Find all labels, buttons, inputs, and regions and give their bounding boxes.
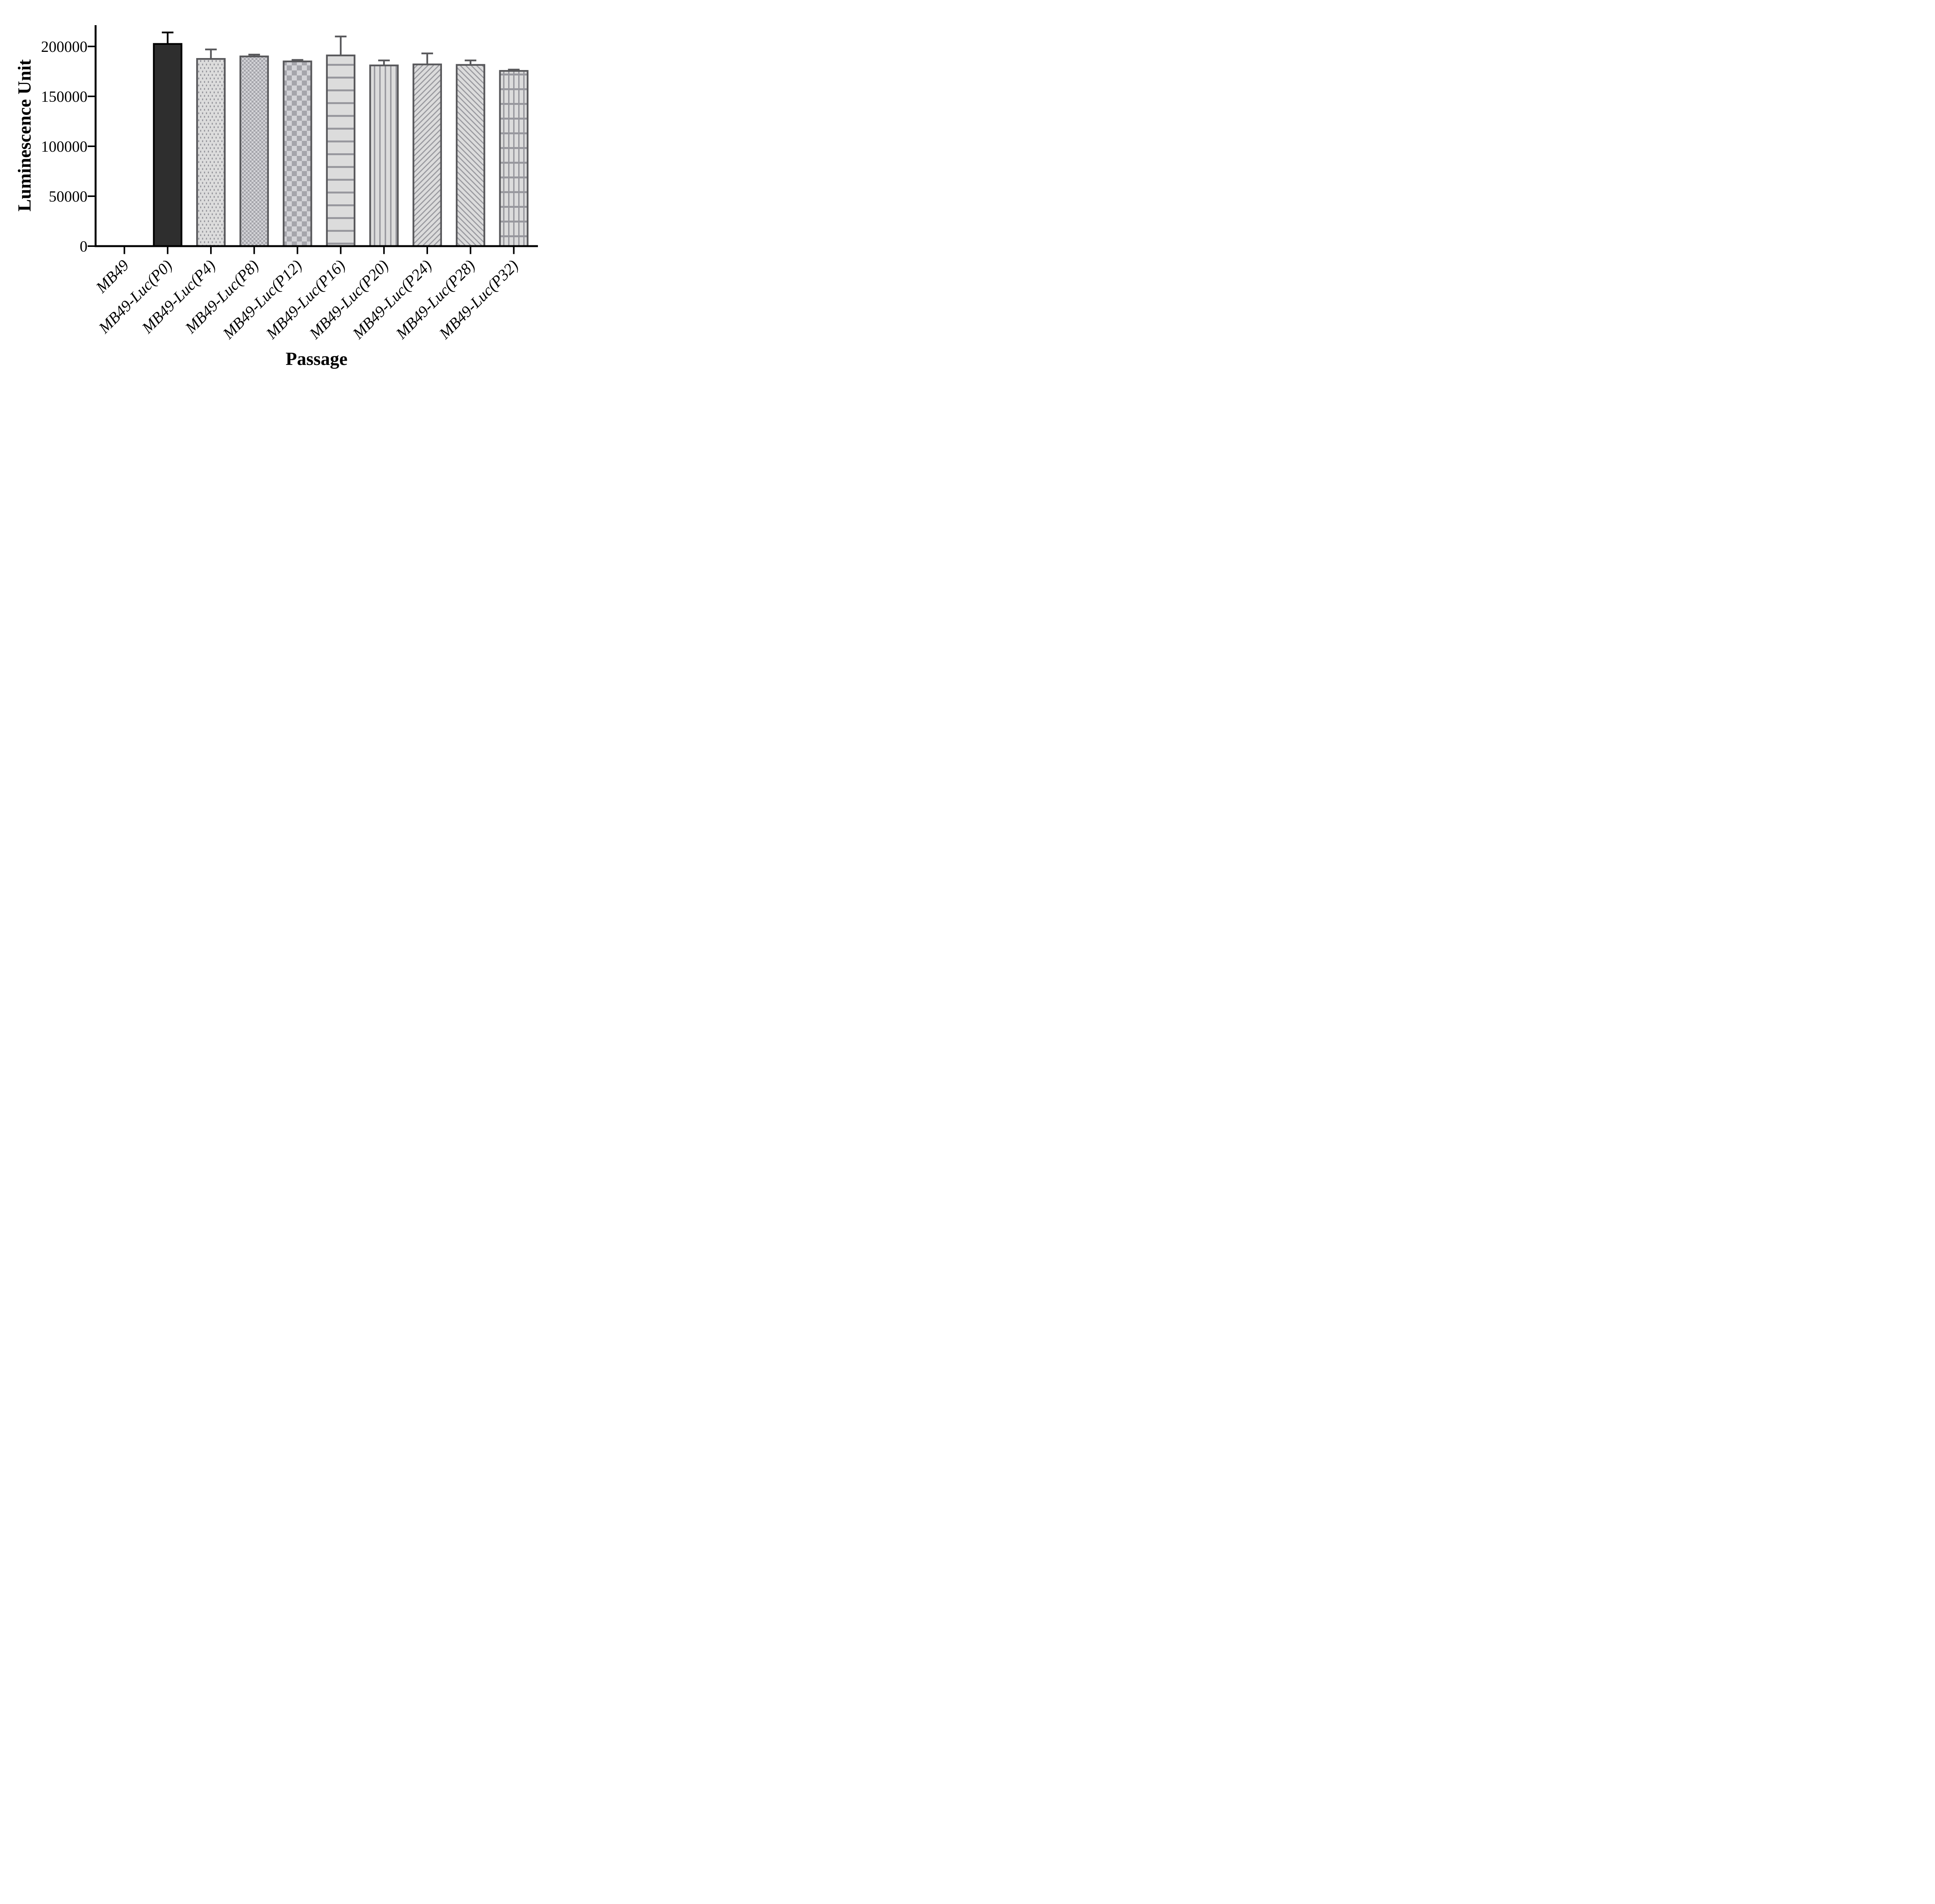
x-axis-title: Passage [286, 349, 348, 369]
bar [499, 70, 529, 247]
bar [153, 43, 183, 247]
bar-chart-figure: 0 50000 100000 150000 200000 Luminescence Un… [0, 0, 557, 381]
bar [369, 64, 399, 247]
plot-area: 0 50000 100000 150000 200000 [41, 25, 538, 255]
bar [196, 58, 226, 247]
y-tick-labels-layer: 0 50000 100000 150000 200000 [41, 38, 87, 255]
y-tick-label: 0 [80, 238, 87, 255]
bar [239, 55, 269, 247]
y-tick-label: 50000 [49, 188, 87, 205]
bar [413, 63, 442, 247]
bar [455, 64, 485, 247]
y-axis-title: Luminescence Unit [14, 59, 35, 212]
y-tick-label: 200000 [41, 38, 87, 55]
bar [283, 60, 312, 247]
y-tick-label: 100000 [41, 138, 87, 155]
axes-layer [87, 25, 538, 254]
bars-layer [153, 43, 529, 247]
y-tick-label: 150000 [41, 88, 87, 105]
bar [326, 54, 356, 247]
